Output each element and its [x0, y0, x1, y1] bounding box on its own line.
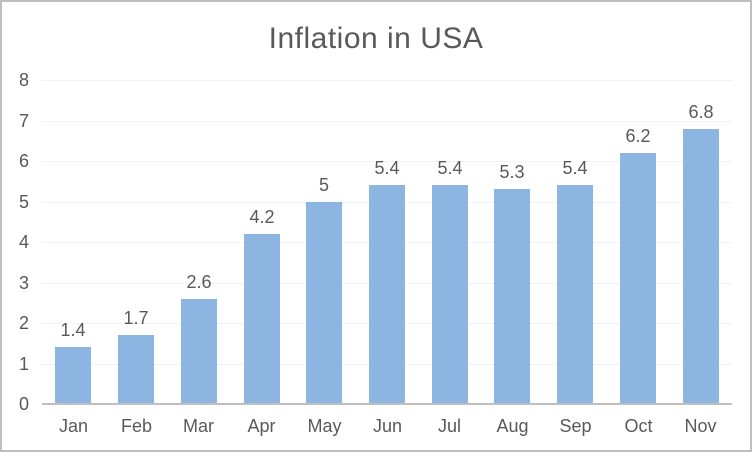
bar-feb [118, 335, 154, 404]
data-label-aug: 5.3 [499, 162, 525, 182]
x-axis-tick-label-sep: Sep [559, 416, 592, 436]
data-label-may: 5 [318, 175, 329, 195]
bar-aug [494, 189, 530, 404]
bar-sep [557, 185, 593, 404]
y-axis-tick-label: 7 [18, 111, 29, 131]
y-axis-tick-label: 6 [18, 151, 29, 171]
y-axis-tick-label: 8 [18, 70, 29, 90]
x-axis-tick-label-aug: Aug [496, 416, 529, 436]
data-label-jan: 1.4 [60, 320, 86, 340]
x-axis-tick-label-feb: Feb [120, 416, 153, 436]
x-axis-tick-label-apr: Apr [247, 416, 276, 436]
x-axis-tick-label-jun: Jun [372, 416, 403, 436]
data-label-feb: 1.7 [123, 308, 149, 328]
y-axis-tick-label: 2 [18, 313, 29, 333]
bar-apr [244, 234, 280, 404]
bar-jan [55, 347, 91, 404]
bar-may [306, 202, 342, 405]
x-axis-tick-label-jul: Jul [437, 416, 461, 436]
y-axis-tick-label: 5 [18, 192, 29, 212]
data-label-sep: 5.4 [562, 158, 588, 178]
bar-mar [181, 299, 217, 404]
data-label-apr: 4.2 [249, 207, 275, 227]
x-axis-tick-label-mar: Mar [183, 416, 214, 436]
y-axis-tick-label: 4 [18, 232, 29, 252]
x-axis-tick-label-nov: Nov [684, 416, 717, 436]
data-label-nov: 6.8 [688, 102, 714, 122]
x-axis-line [42, 403, 732, 405]
x-axis-tick-label-may: May [307, 416, 342, 436]
data-label-jul: 5.4 [437, 158, 463, 178]
data-label-mar: 2.6 [186, 272, 212, 292]
gridline [42, 121, 732, 122]
bar-jul [432, 185, 468, 404]
data-label-oct: 6.2 [625, 126, 651, 146]
gridline [42, 80, 732, 81]
x-axis-tick-label-jan: Jan [58, 416, 89, 436]
bar-nov [683, 129, 719, 404]
bar-jun [369, 185, 405, 404]
x-axis-tick-label-oct: Oct [624, 416, 653, 436]
bar-oct [620, 153, 656, 404]
data-label-jun: 5.4 [374, 158, 400, 178]
y-axis-tick-label: 0 [18, 394, 29, 414]
gridline [42, 161, 732, 162]
y-axis-tick-label: 1 [18, 354, 29, 374]
chart-title: Inflation in USA [268, 22, 484, 55]
y-axis-tick-label: 3 [18, 273, 29, 293]
